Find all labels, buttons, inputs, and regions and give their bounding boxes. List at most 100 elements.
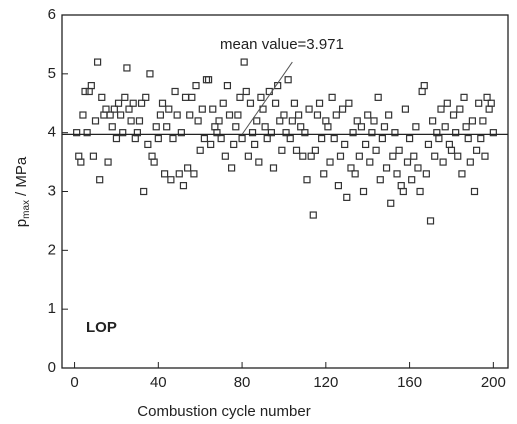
- marker: [395, 146, 403, 154]
- marker: [179, 182, 188, 190]
- marker: [121, 93, 129, 101]
- marker: [303, 176, 311, 184]
- marker: [313, 111, 322, 119]
- marker: [326, 158, 334, 166]
- panel-label: LOP: [86, 319, 117, 336]
- marker: [309, 211, 317, 219]
- marker: [225, 111, 234, 119]
- marker: [315, 99, 324, 107]
- x-tick-label: 40: [150, 374, 167, 391]
- marker: [131, 134, 139, 143]
- marker: [364, 111, 372, 119]
- marker: [345, 99, 353, 107]
- marker: [171, 87, 179, 96]
- marker: [100, 111, 108, 119]
- marker: [204, 76, 213, 84]
- marker: [202, 76, 211, 84]
- marker: [140, 187, 148, 196]
- marker: [89, 152, 98, 160]
- marker: [144, 140, 152, 149]
- y-axis-label: pmax / MPa: [13, 156, 32, 227]
- marker: [276, 117, 284, 125]
- marker: [385, 111, 393, 119]
- marker: [336, 152, 345, 160]
- marker: [341, 140, 349, 149]
- marker: [429, 117, 437, 125]
- marker: [391, 129, 399, 137]
- marker: [408, 176, 416, 184]
- marker: [477, 134, 485, 143]
- marker: [246, 99, 255, 107]
- marker: [150, 158, 158, 166]
- x-tick-label: 120: [313, 374, 338, 391]
- marker: [186, 111, 194, 119]
- marker: [347, 164, 355, 172]
- marker: [311, 146, 319, 154]
- marker: [85, 87, 93, 96]
- marker: [251, 140, 259, 149]
- marker: [119, 129, 127, 137]
- marker: [228, 164, 236, 172]
- marker: [418, 87, 426, 96]
- marker: [173, 111, 181, 119]
- marker: [234, 111, 242, 119]
- marker: [261, 123, 269, 131]
- plot-frame: [61, 14, 509, 369]
- marker: [487, 99, 495, 107]
- y-label-sub: max: [21, 200, 32, 219]
- marker: [343, 193, 351, 201]
- marker: [472, 146, 481, 154]
- marker: [443, 99, 451, 107]
- marker: [207, 140, 215, 149]
- marker: [292, 146, 301, 154]
- marker: [133, 129, 141, 137]
- marker: [257, 93, 265, 101]
- marker: [449, 111, 458, 119]
- marker: [248, 129, 257, 137]
- marker: [91, 117, 100, 125]
- marker: [378, 134, 386, 143]
- marker: [397, 182, 405, 190]
- marker: [213, 129, 221, 137]
- marker: [104, 158, 112, 166]
- marker: [217, 134, 225, 143]
- marker: [416, 187, 424, 196]
- marker: [393, 170, 401, 178]
- marker: [142, 93, 150, 101]
- marker: [403, 158, 412, 166]
- marker: [297, 123, 305, 131]
- marker: [253, 117, 261, 125]
- marker: [389, 152, 397, 160]
- marker: [320, 170, 328, 178]
- annotation-leader: [241, 61, 293, 135]
- marker: [464, 134, 472, 143]
- marker: [435, 134, 443, 143]
- marker: [481, 152, 489, 160]
- marker: [123, 64, 131, 72]
- marker: [177, 129, 185, 137]
- marker: [215, 117, 223, 125]
- marker: [368, 129, 376, 137]
- marker: [489, 129, 497, 137]
- marker: [244, 152, 252, 160]
- marker: [376, 176, 384, 184]
- marker: [462, 123, 470, 131]
- marker: [158, 99, 167, 107]
- marker: [374, 93, 382, 101]
- marker: [458, 170, 466, 178]
- marker: [322, 117, 330, 125]
- marker: [351, 170, 359, 178]
- marker: [230, 140, 238, 149]
- marker: [167, 176, 175, 184]
- marker: [255, 158, 263, 166]
- marker: [401, 105, 409, 113]
- marker: [439, 158, 447, 166]
- marker: [190, 170, 198, 178]
- marker: [288, 117, 296, 125]
- marker: [146, 70, 154, 78]
- marker: [422, 170, 430, 178]
- marker: [412, 123, 420, 131]
- marker: [468, 117, 477, 125]
- marker: [93, 58, 102, 66]
- marker: [156, 111, 165, 119]
